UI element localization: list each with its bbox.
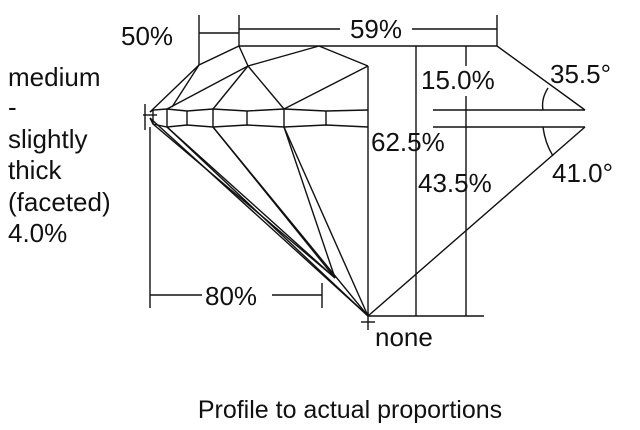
girdle-label-line: slightly: [8, 124, 87, 154]
pavilion-angle-label: 41.0°: [552, 158, 613, 188]
girdle-label-line: medium: [8, 62, 100, 92]
crown-angle-label: 35.5°: [550, 59, 611, 89]
diamond-outline: [149, 45, 586, 317]
total-depth-label: 62.5%: [371, 127, 445, 157]
star-length-label: 50%: [121, 21, 173, 51]
pavilion-depth-label: 43.5%: [418, 168, 492, 198]
girdle-label-line: thick: [8, 155, 62, 185]
girdle-label-line: 4.0%: [8, 218, 67, 248]
dimension-lines: [143, 15, 554, 330]
culet-label: none: [375, 322, 433, 352]
girdle-label: medium - slightly thick (faceted) 4.0%: [8, 62, 111, 248]
table-label: 59%: [350, 14, 402, 44]
caption: Profile to actual proportions: [198, 396, 502, 424]
crown-height-label: 15.0%: [421, 65, 495, 95]
girdle-label-line: -: [8, 92, 17, 122]
lower-half-label: 80%: [205, 281, 257, 311]
girdle-label-line: (faceted): [8, 187, 111, 217]
